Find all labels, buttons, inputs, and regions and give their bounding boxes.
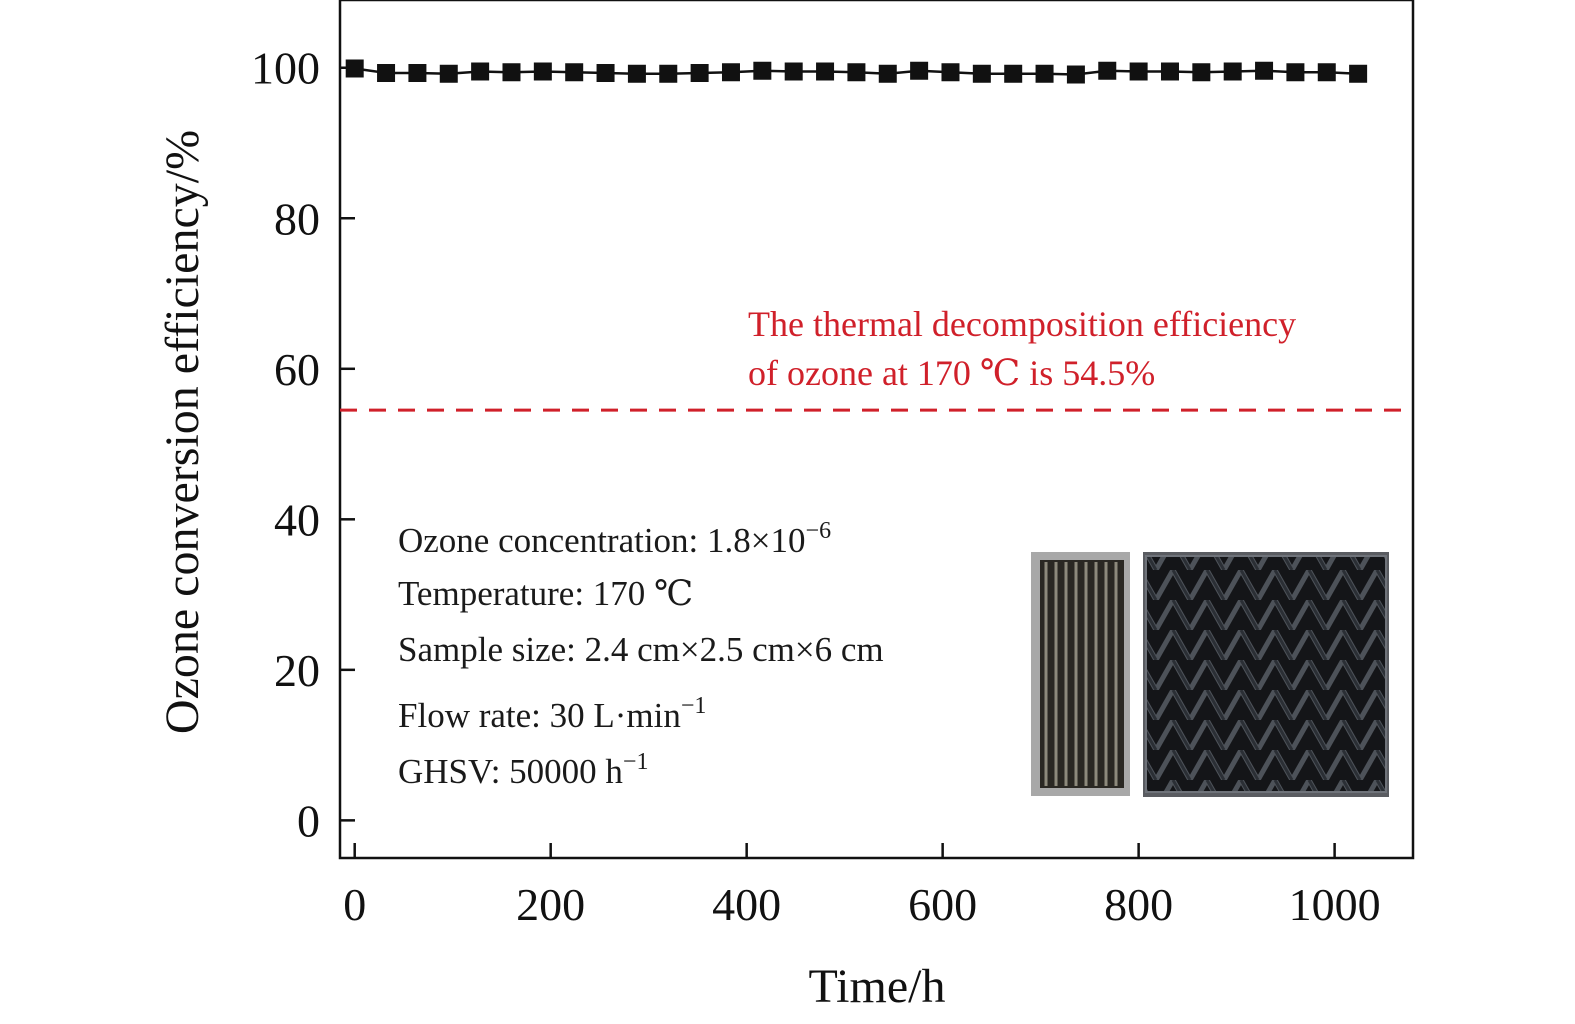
condition-ozone-concentration: Ozone concentration: 1.8×10−6 (398, 518, 831, 560)
data-point (1004, 64, 1023, 83)
data-point (659, 64, 678, 83)
data-point (941, 63, 960, 82)
data-point (721, 63, 740, 82)
data-point (1129, 62, 1148, 81)
condition-sample-size: Sample size: 2.4 cm×2.5 cm×6 cm (398, 630, 884, 669)
data-point (1255, 61, 1274, 80)
data-point (910, 61, 929, 80)
data-point (784, 62, 803, 81)
y-tick-label: 60 (274, 344, 320, 395)
data-point (377, 64, 396, 83)
x-tick-label: 200 (516, 879, 585, 930)
sample-side-photo (1031, 552, 1130, 796)
data-point (816, 62, 835, 81)
conditions-list: Ozone concentration: 1.8×10−6 Temperatur… (398, 518, 884, 791)
data-point (1349, 64, 1368, 83)
condition-temperature: Temperature: 170 ℃ (398, 574, 693, 613)
x-tick-label: 800 (1104, 879, 1173, 930)
data-point (1160, 62, 1179, 81)
y-tick-label: 100 (251, 43, 320, 94)
condition-flow-rate: Flow rate: 30 L·min−1 (398, 693, 706, 735)
data-point (1223, 62, 1242, 81)
sample-face-photo (1143, 552, 1389, 797)
data-point (627, 64, 646, 83)
data-point (972, 64, 991, 83)
data-point (565, 63, 584, 82)
y-tick-label: 20 (274, 645, 320, 696)
reference-label-line-1: The thermal decomposition efficiency (748, 304, 1296, 344)
data-point (596, 64, 615, 83)
x-tick-label: 600 (908, 879, 977, 930)
condition-ghsv: GHSV: 50000 h−1 (398, 749, 648, 791)
y-axis-title: Ozone conversion efficiency/% (156, 130, 209, 734)
x-tick-label: 400 (712, 879, 781, 930)
x-tick-label: 1000 (1289, 879, 1381, 930)
data-point (439, 64, 458, 83)
x-tick-label: 0 (343, 879, 366, 930)
data-point (1066, 65, 1085, 84)
data-point (1098, 61, 1117, 80)
y-tick-label: 80 (274, 193, 320, 244)
data-point (1317, 63, 1336, 82)
data-point (690, 64, 709, 83)
y-tick-label: 0 (297, 795, 320, 846)
data-point (502, 63, 521, 82)
reference-label-line-2: of ozone at 170 ℃ is 54.5% (748, 353, 1155, 393)
data-point (753, 61, 772, 80)
plot-frame (338, 0, 1415, 860)
data-point (1286, 63, 1305, 82)
series-group (345, 59, 1368, 84)
data-point (1192, 63, 1211, 82)
data-point (408, 64, 427, 83)
x-axis-title: Time/h (809, 960, 946, 1013)
data-point (533, 62, 552, 81)
data-point (471, 62, 490, 81)
data-point (878, 64, 897, 83)
data-point (1035, 64, 1054, 83)
data-point (847, 63, 866, 82)
y-tick-label: 40 (274, 494, 320, 545)
plot-area (338, 0, 1415, 860)
